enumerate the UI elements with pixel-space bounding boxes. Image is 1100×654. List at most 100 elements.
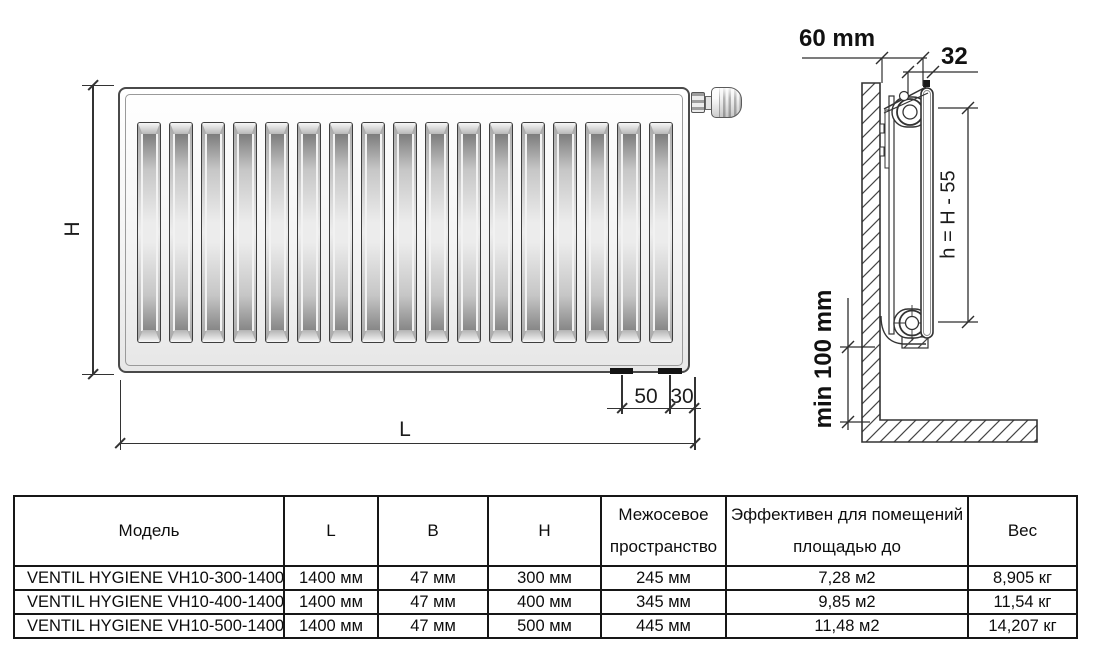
table-cell: 47 мм [377,613,489,639]
radiator-slat [457,122,481,343]
h-extension-top [82,84,114,86]
table-cell: 245 мм [600,565,727,591]
offset-extension-2 [669,375,671,414]
slat-bevel-bottom [394,330,416,342]
top-connection-inner [902,104,918,120]
table-cell: 11,48 м2 [725,613,969,639]
bottom-connection-right [658,368,682,374]
dim-tick [901,65,915,79]
table-cell: 47 мм [377,565,489,591]
radiator-slat [649,122,673,343]
slat-bevel-bottom [490,330,512,342]
table-body: VENTIL HYGIENE VH10-300-1400 1400 мм 47 мм… [13,565,1078,639]
radiator-slat [553,122,577,343]
mounting-rail [888,95,895,335]
slat-bevel-top [330,123,352,135]
column-header: L [283,495,379,567]
slat-bevel-bottom [298,330,320,342]
h-dimension-line [92,85,94,374]
thermostat-knob [711,87,742,118]
slat-bevel-top [554,123,576,135]
radiator-slat [361,122,385,343]
slat-channel [300,134,318,331]
table-cell: VENTIL HYGIENE VH10-400-1400 [13,589,285,615]
column-header: Вес [967,495,1078,567]
slat-bevel-bottom [138,330,160,342]
side-view-drawing [802,51,1038,443]
slat-bevel-bottom [458,330,480,342]
bracket-tab [879,123,885,134]
panel-profile-inner [923,90,931,336]
bottom-connection-inner [904,315,920,331]
table-cell: 445 мм [600,613,727,639]
table-cell: 14,207 кг [967,613,1078,639]
slat-channel [428,134,446,331]
dim-tick [841,415,855,429]
valve-nut [691,92,705,113]
radiator-slat [201,122,225,343]
slat-bevel-top [426,123,448,135]
table-header-row: Модель L B H Межосевое пространство Эффективе… [13,495,1078,567]
slat-channel [524,134,542,331]
slat-bevel-top [266,123,288,135]
table-cell: 1400 мм [283,589,379,615]
offset-50-label: 50 [634,385,658,408]
table-cell: 1400 мм [283,613,379,639]
slat-channel [332,134,350,331]
slat-bevel-top [298,123,320,135]
table-row: VENTIL HYGIENE VH10-300-1400 1400 мм 47 мм… [13,565,1078,591]
column-header: Модель [13,495,285,567]
radiator-slat [521,122,545,343]
radiator-slat [329,122,353,343]
wall-and-floor [861,82,1038,443]
slat-bevel-bottom [522,330,544,342]
table-cell: 345 мм [600,589,727,615]
wall-bracket-plate [884,109,890,169]
radiator-slat [169,122,193,343]
radiator-slat [489,122,513,343]
dim-tick [961,315,975,329]
height-dim-label: H [61,221,84,237]
offset-extension-1 [621,375,623,414]
slat-channel [268,134,286,331]
h-extension-bottom [82,373,114,375]
slat-bevel-top [618,123,640,135]
slat-bevel-top [138,123,160,135]
slat-bevel-top [458,123,480,135]
table-cell: 300 мм [487,565,602,591]
slat-bevel-bottom [170,330,192,342]
l-dimension-line [120,442,695,444]
panel-profile [920,87,934,339]
dim-tick [961,101,975,115]
slat-bevel-top [362,123,384,135]
slat-bevel-bottom [362,330,384,342]
dim-tick [916,51,930,65]
table-row: VENTIL HYGIENE VH10-500-1400 1400 мм 47 мм… [13,613,1078,639]
dim-tick [841,340,855,354]
slat-channel [556,134,574,331]
radiator-slat [393,122,417,343]
slat-channel [620,134,638,331]
slat-bevel-top [394,123,416,135]
slat-bevel-top [170,123,192,135]
column-header: B [377,495,489,567]
radiator-slat [137,122,161,343]
radiator-slat [297,122,321,343]
slat-channel [172,134,190,331]
spec-table: Модель L B H Межосевое пространство Эффективе… [13,495,1078,639]
radiator-front-view [118,87,690,373]
bracket-knob [898,90,910,102]
connection-spacing-label: h = H - 55 [937,170,960,259]
slat-bevel-bottom [234,330,256,342]
slat-channel [588,134,606,331]
table-cell: 7,28 м2 [725,565,969,591]
slat-bevel-top [522,123,544,135]
table-cell: 8,905 кг [967,565,1078,591]
table-cell: 500 мм [487,613,602,639]
dim-tick [875,51,889,65]
bottom-connection-left [610,368,633,374]
slat-channel [140,134,158,331]
slat-channel [396,134,414,331]
slat-channel [236,134,254,331]
